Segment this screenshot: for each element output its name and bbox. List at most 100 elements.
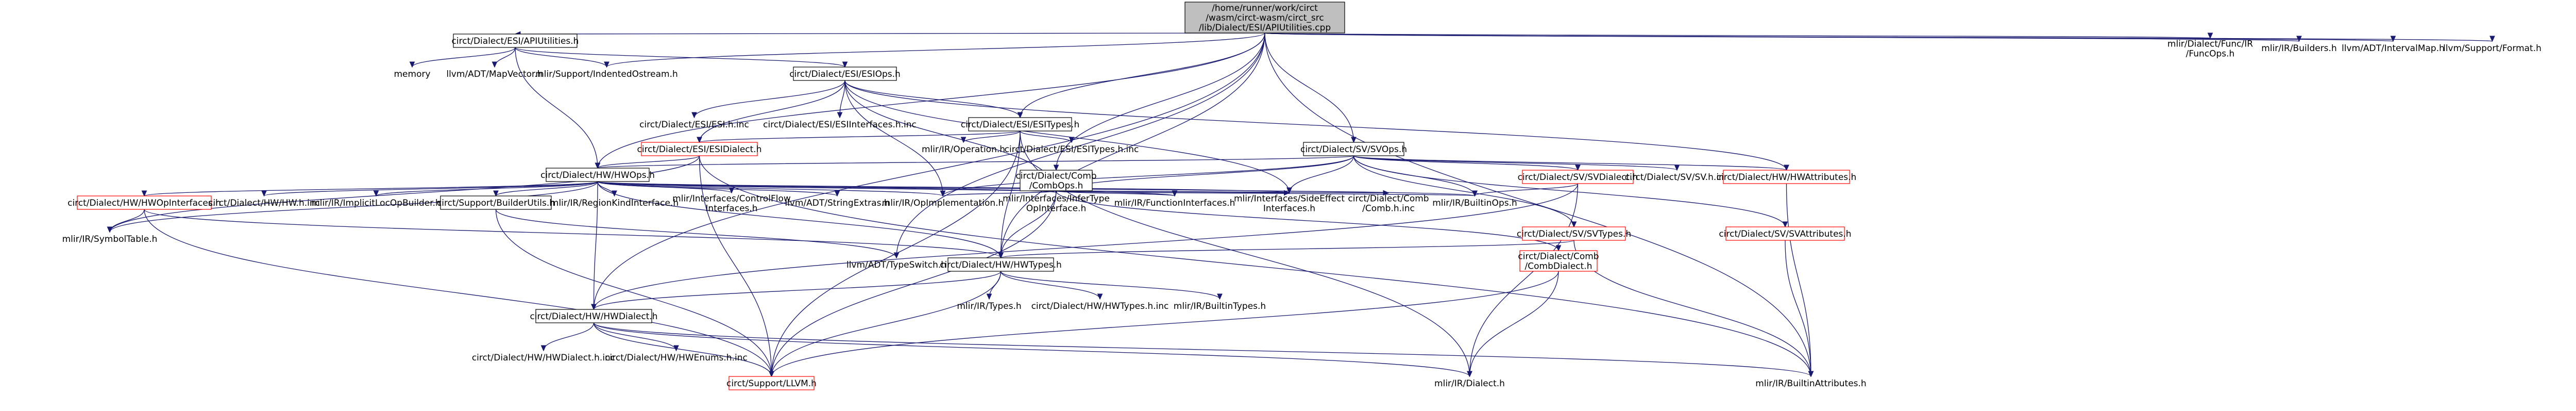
edge-svops_h-to-sideeffect	[1290, 155, 1354, 193]
edge-svdialect_h-to-hwdialect_h	[594, 183, 1579, 309]
node-stringextras: llvm/ADT/StringExtras.h	[785, 198, 889, 208]
node-combinc: circt/Dialect/Comb/Comb.h.inc	[1348, 194, 1429, 214]
node-symboltable: mlir/IR/SymbolTable.h	[62, 234, 158, 244]
node-label: circt/Dialect/Comb	[1015, 171, 1096, 182]
node-label: memory	[394, 69, 430, 79]
node-label: mlir/Interfaces/ControlFlow	[672, 194, 791, 204]
node-label: circt/Dialect/HW/HWOps.h	[540, 170, 655, 180]
edge-svops_h-to-infertype	[1056, 155, 1354, 193]
node-label: circt/Support/BuilderUtils.h	[437, 198, 555, 208]
edge-esitypes_h-to-esitypes_inc	[1020, 130, 1072, 142]
node-svtypes_h[interactable]: circt/Dialect/SV/SVTypes.h	[1517, 226, 1631, 241]
edge-root-to-builtinattr	[1264, 32, 1811, 376]
node-esitypes_h[interactable]: circt/Dialect/ESI/ESITypes.h	[961, 117, 1079, 131]
node-funciface: mlir/IR/FunctionInterfaces.h	[1114, 198, 1235, 208]
node-hwattr_h[interactable]: circt/Dialect/HW/HWAttributes.h	[1717, 170, 1857, 184]
edge-hwops_h-to-hwopiface	[144, 181, 598, 196]
edge-root-to-format	[1264, 32, 2493, 41]
edge-root-to-indented	[607, 32, 1265, 67]
node-label: /CombOps.h	[1029, 181, 1083, 191]
edge-esidialect_h-to-llvm_h	[699, 155, 772, 376]
node-label: circt/Dialect/ESI/ESIInterfaces.h.inc	[763, 120, 917, 130]
edge-root-to-esitypes_h	[1020, 32, 1265, 118]
node-combdialect_h[interactable]: circt/Dialect/Comb/CombDialect.h	[1518, 250, 1599, 272]
node-svops_h[interactable]: circt/Dialect/SV/SVOps.h	[1300, 142, 1407, 156]
edge-svops_h-to-svdialect_h	[1353, 155, 1578, 170]
node-esidialect_h[interactable]: circt/Dialect/ESI/ESIDialect.h	[637, 142, 762, 156]
edge-combops_h-to-sideeffect	[1056, 191, 1290, 193]
edge-hwops_h-to-builderutils	[496, 181, 598, 196]
node-label: circt/Dialect/HW/HWEnums.h.inc	[605, 353, 748, 363]
node-hwtypes_h[interactable]: circt/Dialect/HW/HWTypes.h	[940, 257, 1062, 272]
edge-svtypes_h-to-builtinattr	[1573, 240, 1811, 376]
node-esiiface_inc: circt/Dialect/ESI/ESIInterfaces.h.inc	[763, 120, 917, 130]
node-root[interactable]: /home/runner/work/circt/wasm/circt-wasm/…	[1184, 2, 1345, 34]
node-box	[1723, 170, 1850, 184]
edge-hwdialect_h-to-hwdialectinc	[544, 322, 595, 351]
node-box	[546, 168, 650, 182]
node-opimpl: mlir/IR/OpImplementation.h	[882, 198, 1004, 208]
node-hwopiface[interactable]: circt/Dialect/HW/HWOpInterfaces.h	[67, 195, 221, 210]
node-esitypes_inc: circt/Dialect/ESI/ESITypes.h.inc	[1005, 144, 1139, 155]
node-format: llvm/Support/Format.h	[2443, 43, 2541, 54]
node-label: mlir/IR/Operation.h	[922, 144, 1005, 155]
edge-hwdialect_h-to-llvm_h	[593, 322, 772, 376]
node-regionkind: mlir/IR/RegionKindInterface.h	[550, 198, 679, 208]
node-apiutil_h[interactable]: circt/Dialect/ESI/APIUtilities.h	[452, 34, 579, 48]
node-label: llvm/ADT/MapVector.h	[446, 69, 543, 79]
node-label: mlir/IR/ImplicitLocOpBuilder.h	[311, 198, 441, 208]
edge-hwops_h-to-opimpl	[597, 181, 943, 196]
node-label: llvm/ADT/IntervalMap.h	[2342, 43, 2445, 54]
edge-builderutils-to-typeswitch	[495, 209, 897, 258]
node-label: mlir/IR/BuiltinOps.h	[1432, 198, 1517, 208]
edge-svops_h-to-svtypes_h	[1353, 155, 1574, 227]
edge-svdialect_h-to-builtinops	[1475, 183, 1579, 196]
node-box	[1303, 142, 1404, 156]
node-svattr_h[interactable]: circt/Dialect/SV/SVAttributes.h	[1719, 226, 1852, 241]
node-intervalmap: llvm/ADT/IntervalMap.h	[2342, 43, 2445, 54]
edge-esiops_h-to-hwattr_h	[844, 80, 1787, 170]
node-box	[968, 117, 1072, 131]
node-label: circt/Dialect/ESI/ESIOps.h	[789, 69, 901, 79]
node-label: /CombDialect.h	[1525, 261, 1592, 272]
edge-apiutil_h-to-memory	[412, 47, 516, 67]
node-combops_h[interactable]: circt/Dialect/Comb/CombOps.h	[1015, 170, 1097, 191]
node-label: mlir/Interfaces/SideEffect	[1234, 194, 1345, 204]
node-box	[1519, 250, 1598, 272]
edge-hwdialect_h-to-irdialect	[593, 322, 1470, 376]
node-hwdialect_h[interactable]: circt/Dialect/HW/HWDialect.h	[530, 309, 658, 323]
node-esiops_h[interactable]: circt/Dialect/ESI/ESIOps.h	[789, 67, 901, 81]
edge-root-to-hwdialect_h	[594, 32, 1265, 309]
node-label: circt/Dialect/HW/HW.h.inc	[208, 198, 320, 208]
edge-combops_h-to-hwtypes_h	[1001, 190, 1057, 258]
node-llvm_h[interactable]: circt/Support/LLVM.h	[726, 376, 817, 390]
edge-builderutils-to-llvm_h	[495, 209, 772, 376]
graph-nodes: /home/runner/work/circt/wasm/circt-wasm/…	[62, 2, 2541, 390]
node-builtinattr: mlir/IR/BuiltinAttributes.h	[1755, 379, 1866, 389]
node-label: llvm/ADT/StringExtras.h	[785, 198, 889, 208]
node-implicitloc: mlir/IR/ImplicitLocOpBuilder.h	[311, 198, 441, 208]
node-label: circt/Dialect/ESI/ESITypes.h	[961, 120, 1079, 130]
node-hwenumsinc: circt/Dialect/HW/HWEnums.h.inc	[605, 353, 748, 363]
node-esih_inc: circt/Dialect/ESI/ESI.h.inc	[639, 120, 749, 130]
node-hwhinc: circt/Dialect/HW/HW.h.inc	[208, 198, 320, 208]
edge-hwtypes_h-to-hwdialect_h	[594, 271, 1002, 309]
node-box	[793, 67, 897, 81]
edge-esiops_h-to-esitypes_h	[844, 80, 1020, 118]
edge-esiops_h-to-esiiface_inc	[840, 80, 845, 118]
node-label: /lib/Dialect/ESI/APIUtilities.cpp	[1199, 23, 1331, 33]
edge-hwdialect_h-to-builtinattr	[593, 322, 1811, 376]
node-label: circt/Dialect/SV/SVOps.h	[1300, 144, 1407, 155]
node-box	[1522, 226, 1626, 241]
node-hwops_h[interactable]: circt/Dialect/HW/HWOps.h	[540, 168, 655, 182]
node-label: llvm/ADT/TypeSwitch.h	[846, 260, 946, 270]
edge-apiutil_h-to-mapvector	[495, 47, 516, 67]
edge-hwtypes_h-to-llvm_h	[772, 271, 1002, 376]
node-hwtypesinc: circt/Dialect/HW/HWTypes.h.inc	[1031, 301, 1169, 311]
node-svdialect_h[interactable]: circt/Dialect/SV/SVDialect.h	[1518, 170, 1638, 184]
edge-esiops_h-to-esih_inc	[694, 80, 845, 118]
node-irtypes: mlir/IR/Types.h	[957, 301, 1021, 311]
node-label: mlir/IR/OpImplementation.h	[882, 198, 1004, 208]
edge-hwops_h-to-funciface	[597, 181, 1175, 196]
node-builderutils[interactable]: circt/Support/BuilderUtils.h	[437, 195, 555, 210]
